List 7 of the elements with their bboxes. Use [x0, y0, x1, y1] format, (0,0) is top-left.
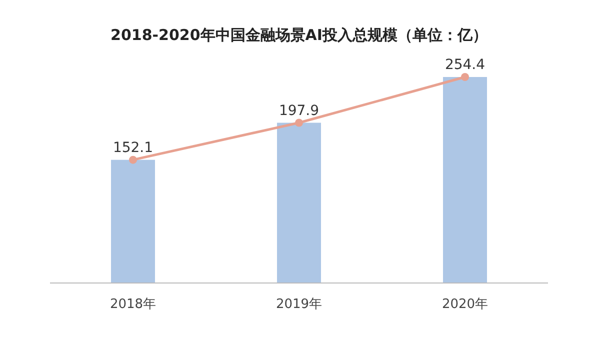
- chart-title: 2018-2020年中国金融场景AI投入总规模（单位：亿）: [110, 26, 488, 44]
- data-label: 152.1: [112, 140, 154, 156]
- x-tick-label: 2019年: [276, 297, 322, 312]
- data-label: 197.9: [278, 102, 320, 119]
- data-label: 254.4: [444, 57, 486, 73]
- x-tick-label: 2020年: [442, 297, 488, 312]
- x-tick-label: 2018年: [110, 297, 156, 312]
